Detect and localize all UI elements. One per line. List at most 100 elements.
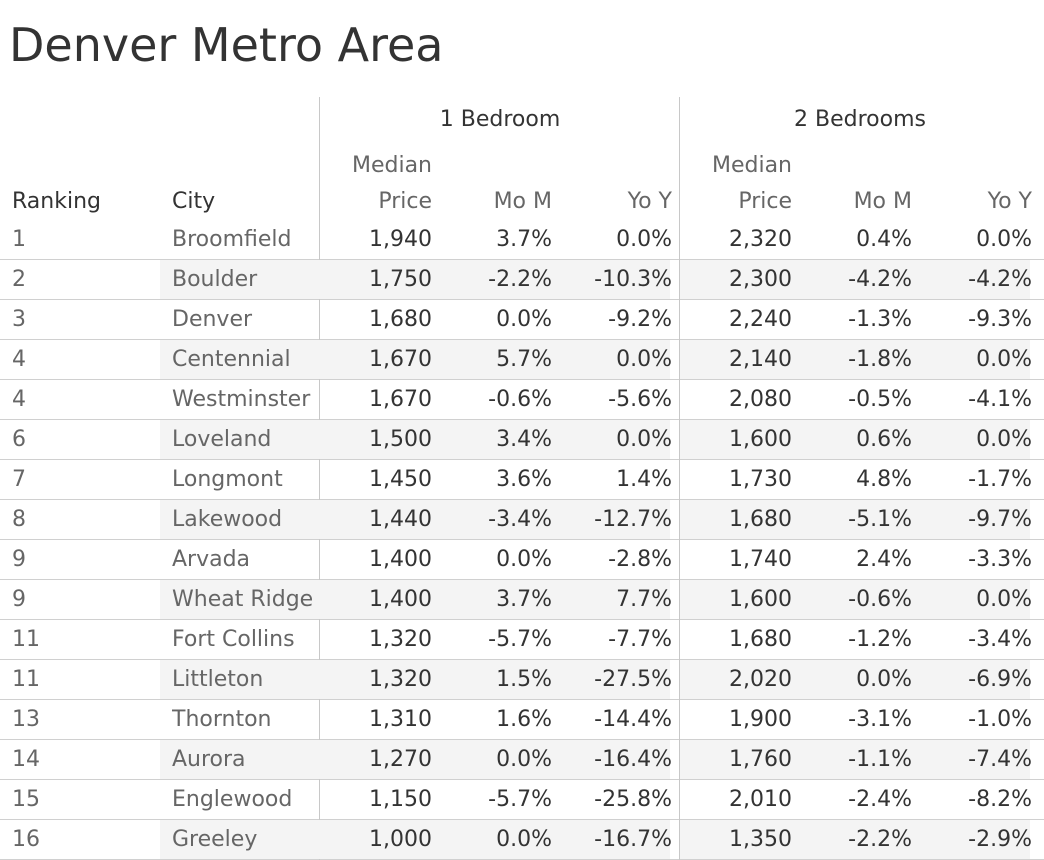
row-band (680, 820, 1030, 859)
cell-1bed-yoy: -2.8% (608, 547, 672, 572)
column-divider-2bed (679, 97, 680, 860)
row-divider (680, 339, 1044, 340)
row-divider (0, 259, 319, 260)
row-divider (680, 819, 1044, 820)
row-divider (0, 419, 319, 420)
cell-city: Thornton (172, 707, 272, 732)
cell-ranking: 4 (12, 387, 26, 412)
row-divider (320, 579, 679, 580)
row-divider (680, 659, 1044, 660)
cell-1bed-price: 1,750 (369, 267, 432, 292)
cell-1bed-price: 1,940 (369, 227, 432, 252)
cell-1bed-price: 1,000 (369, 827, 432, 852)
cell-2bed-price: 1,600 (729, 427, 792, 452)
group-header-1-bedroom: 1 Bedroom (439, 107, 561, 132)
row-divider (680, 459, 1044, 460)
cell-1bed-price: 1,320 (369, 627, 432, 652)
row-divider (320, 619, 679, 620)
cell-2bed-yoy: -4.1% (968, 387, 1032, 412)
cell-2bed-yoy: 0.0% (976, 427, 1032, 452)
cell-2bed-yoy: 0.0% (976, 227, 1032, 252)
cell-city: Arvada (172, 547, 251, 572)
row-divider (0, 499, 319, 500)
table-row: 11 Littleton 1,320 1.5% -27.5% 2,020 0.0% -6.9% (0, 660, 1044, 700)
row-band (160, 500, 670, 539)
row-divider (0, 539, 319, 540)
row-divider (0, 699, 319, 700)
page-title: Denver Metro Area (9, 18, 444, 72)
row-divider (0, 819, 319, 820)
cell-2bed-price: 1,740 (729, 547, 792, 572)
cell-ranking: 7 (12, 467, 26, 492)
row-band (680, 660, 1030, 699)
cell-1bed-mom: -5.7% (488, 627, 552, 652)
cell-1bed-mom: 5.7% (496, 347, 552, 372)
row-band (160, 660, 670, 699)
cell-ranking: 9 (12, 547, 26, 572)
cell-2bed-price: 2,010 (729, 787, 792, 812)
cell-1bed-yoy: -16.7% (594, 827, 672, 852)
row-band (680, 580, 1030, 619)
group-header-2-bedrooms: 2 Bedrooms (794, 107, 926, 132)
cell-1bed-yoy: -10.3% (594, 267, 672, 292)
row-divider (0, 739, 319, 740)
cell-1bed-mom: 1.5% (496, 667, 552, 692)
cell-1bed-mom: 0.0% (496, 307, 552, 332)
cell-ranking: 11 (12, 667, 40, 692)
header-ranking: Ranking (12, 189, 101, 214)
header-city: City (172, 189, 216, 214)
row-divider (320, 779, 679, 780)
cell-2bed-price: 2,240 (729, 307, 792, 332)
cell-1bed-yoy: -14.4% (594, 707, 672, 732)
header-2bed-mom: Mo M (853, 189, 912, 214)
table-row: 16 Greeley 1,000 0.0% -16.7% 1,350 -2.2% -2.9% (0, 820, 1044, 860)
cell-2bed-price: 2,300 (729, 267, 792, 292)
row-divider (0, 379, 319, 380)
cell-1bed-yoy: -7.7% (608, 627, 672, 652)
table-row: 4 Centennial 1,670 5.7% 0.0% 2,140 -1.8% 0.0% (0, 340, 1044, 380)
cell-1bed-mom: -3.4% (488, 507, 552, 532)
cell-2bed-yoy: -9.3% (968, 307, 1032, 332)
row-divider (680, 779, 1044, 780)
cell-ranking: 11 (12, 627, 40, 652)
row-divider (680, 299, 1044, 300)
row-band (680, 500, 1030, 539)
cell-city: Littleton (172, 667, 264, 692)
table-row: 15 Englewood 1,150 -5.7% -25.8% 2,010 -2.4% -8.… (0, 780, 1044, 820)
row-band (160, 420, 670, 459)
row-divider (320, 459, 679, 460)
row-divider (680, 419, 1044, 420)
cell-ranking: 14 (12, 747, 40, 772)
table-row: 1 Broomfield 1,940 3.7% 0.0% 2,320 0.4% 0.0% (0, 220, 1044, 260)
cell-2bed-mom: -1.1% (848, 747, 912, 772)
header-1bed-yoy: Yo Y (627, 189, 672, 214)
row-band (680, 260, 1030, 299)
row-band (160, 260, 670, 299)
row-band (160, 580, 670, 619)
cell-1bed-mom: 0.0% (496, 827, 552, 852)
cell-1bed-price: 1,310 (369, 707, 432, 732)
cell-ranking: 2 (12, 267, 26, 292)
row-divider (0, 779, 319, 780)
cell-1bed-yoy: 0.0% (616, 227, 672, 252)
cell-city: Centennial (172, 347, 291, 372)
cell-2bed-yoy: -3.3% (968, 547, 1032, 572)
cell-1bed-price: 1,500 (369, 427, 432, 452)
cell-city: Aurora (172, 747, 246, 772)
table-row: 8 Lakewood 1,440 -3.4% -12.7% 1,680 -5.1% -9.7% (0, 500, 1044, 540)
row-divider (320, 699, 679, 700)
cell-city: Longmont (172, 467, 283, 492)
cell-ranking: 13 (12, 707, 40, 732)
cell-2bed-yoy: -7.4% (968, 747, 1032, 772)
cell-2bed-price: 1,730 (729, 467, 792, 492)
row-divider (320, 499, 679, 500)
cell-ranking: 16 (12, 827, 40, 852)
cell-1bed-yoy: -25.8% (594, 787, 672, 812)
cell-ranking: 1 (12, 227, 26, 252)
cell-2bed-mom: -5.1% (848, 507, 912, 532)
row-band (160, 820, 670, 859)
table-row: 3 Denver 1,680 0.0% -9.2% 2,240 -1.3% -9.3% (0, 300, 1044, 340)
cell-ranking: 6 (12, 427, 26, 452)
cell-2bed-price: 1,600 (729, 587, 792, 612)
row-divider (320, 659, 679, 660)
